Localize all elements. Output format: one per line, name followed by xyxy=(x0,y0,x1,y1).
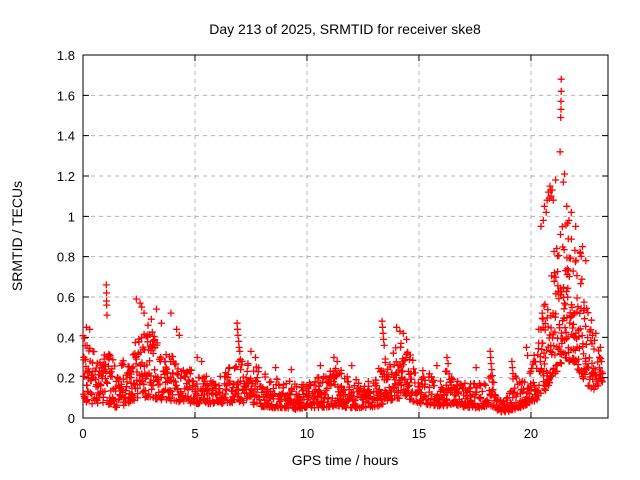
plot-area: 0 5 10 15 20 0 0.2 0.4 0.6 0.8 1 1.2 1.4 1.6 1.8 xyxy=(57,48,609,441)
plot-border xyxy=(82,54,609,419)
scatter-points xyxy=(79,75,607,416)
y-tick-label: 1 xyxy=(68,209,75,224)
x-tick-label: 10 xyxy=(300,426,314,441)
x-tick-label: 20 xyxy=(524,426,538,441)
x-axis-label: GPS time / hours xyxy=(292,452,399,468)
y-tick-label: 0.6 xyxy=(57,290,75,305)
y-tick-label: 0.4 xyxy=(57,330,75,345)
y-tick-label: 0 xyxy=(68,411,75,426)
tick-marks xyxy=(82,54,608,419)
y-axis-label: SRMTID / TECUs xyxy=(9,181,25,291)
y-tick-label: 1.2 xyxy=(57,169,75,184)
chart-title: Day 213 of 2025, SRMTID for receiver ske… xyxy=(209,21,481,37)
y-tick-label: 0.8 xyxy=(57,250,75,265)
x-tick-label: 5 xyxy=(191,426,198,441)
grid-lines xyxy=(83,55,608,418)
x-tick-label: 0 xyxy=(79,426,86,441)
y-tick-label: 1.4 xyxy=(57,129,75,144)
y-tick-label: 1.6 xyxy=(57,88,75,103)
x-tick-label: 15 xyxy=(412,426,426,441)
y-tick-label: 0.2 xyxy=(57,371,75,386)
y-tick-label: 1.8 xyxy=(57,48,75,63)
